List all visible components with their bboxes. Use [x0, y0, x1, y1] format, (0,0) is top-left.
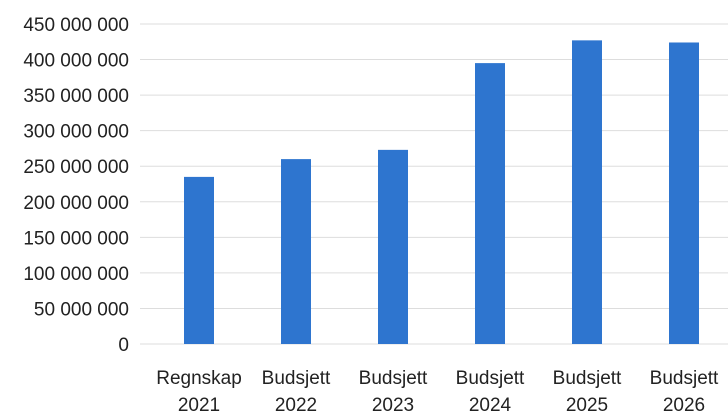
x-category-label: Regnskap 2021 — [156, 368, 242, 414]
category-label-line-1: Budsjett — [553, 368, 622, 389]
category-label-line-1: Regnskap — [156, 368, 242, 389]
x-category-label: Budsjett 2025 — [553, 368, 622, 414]
category-label-line-2: 2026 — [663, 395, 705, 414]
category-label-line-2: 2025 — [566, 395, 608, 414]
y-tick-label: 400 000 000 — [23, 51, 129, 72]
x-category-label: Budsjett 2024 — [456, 368, 525, 414]
y-tick-label: 300 000 000 — [23, 122, 129, 143]
y-tick-label: 150 000 000 — [23, 228, 129, 249]
category-label-line-2: 2023 — [372, 395, 414, 414]
x-category-label: Budsjett 2026 — [650, 368, 719, 414]
bar — [572, 40, 602, 344]
x-category-label: Budsjett 2023 — [359, 368, 428, 414]
category-label-line-2: 2022 — [275, 395, 317, 414]
bars — [184, 40, 699, 344]
y-tick-label: 0 — [118, 335, 129, 356]
x-category-label: Budsjett 2022 — [262, 368, 331, 414]
gridlines — [140, 23, 728, 345]
y-tick-label: 50 000 000 — [34, 299, 129, 320]
bar — [378, 149, 408, 344]
bar — [184, 176, 214, 344]
category-label-line-1: Budsjett — [262, 368, 331, 389]
y-tick-label: 100 000 000 — [23, 264, 129, 285]
category-label-line-1: Budsjett — [359, 368, 428, 389]
bar — [669, 42, 699, 344]
y-tick-label: 200 000 000 — [23, 193, 129, 214]
bar — [281, 159, 311, 344]
category-label-line-1: Budsjett — [456, 368, 525, 389]
y-axis-tick-labels: 0 50 000 000 100 000 000 150 000 000 200 000… — [23, 15, 129, 356]
category-label-line-2: 2024 — [469, 395, 512, 414]
category-label-line-2: 2021 — [178, 395, 220, 414]
y-tick-label: 450 000 000 — [23, 15, 129, 36]
category-label-line-1: Budsjett — [650, 368, 719, 389]
y-tick-label: 250 000 000 — [23, 157, 129, 178]
y-tick-label: 350 000 000 — [23, 86, 129, 107]
bar — [475, 63, 505, 344]
